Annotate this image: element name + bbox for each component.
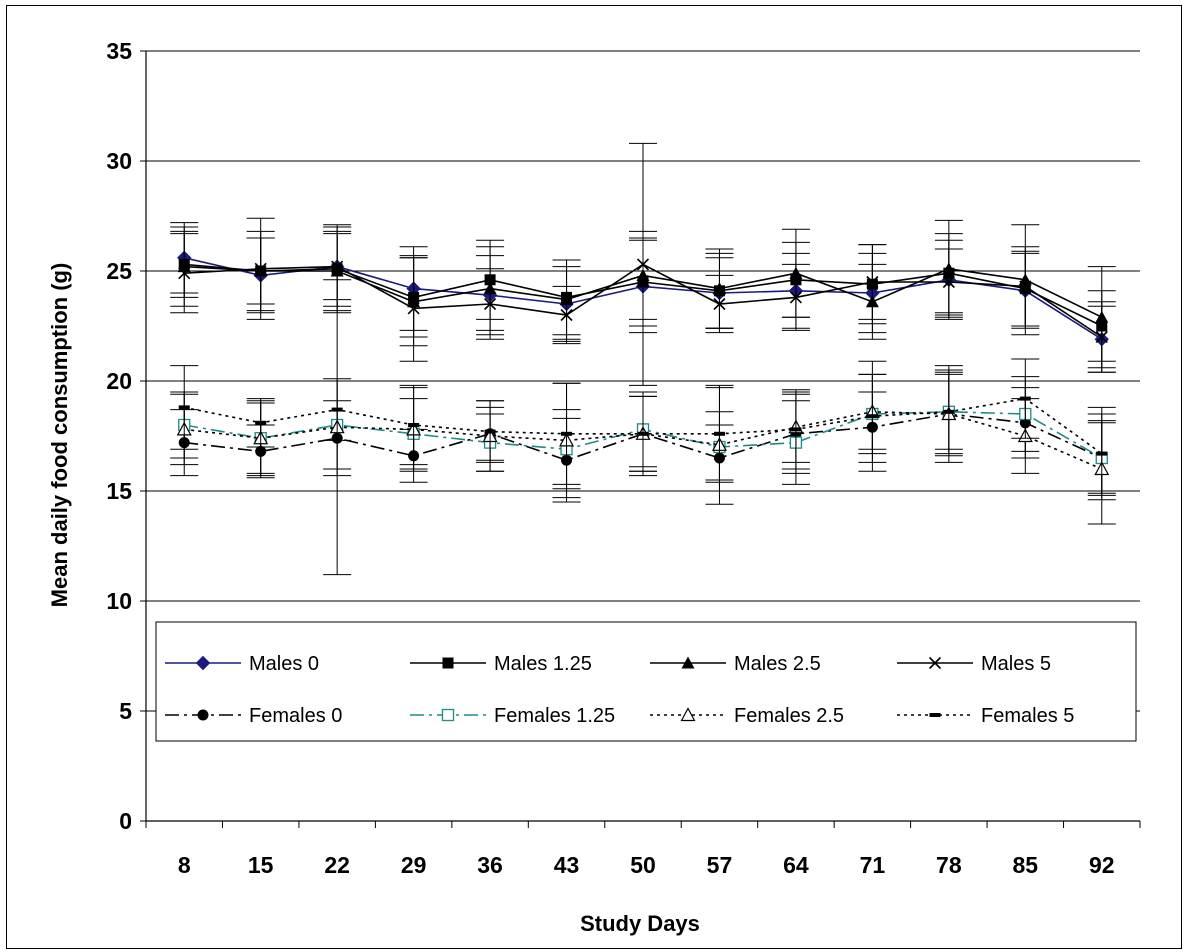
marker-x: [636, 258, 650, 271]
legend-box: [155, 621, 1137, 742]
marker-dash: [943, 409, 955, 414]
marker-diamond: [195, 655, 211, 671]
x-tick-label: 15: [248, 852, 274, 878]
marker-x: [331, 260, 344, 273]
legend-label: Females 2.5: [734, 705, 844, 727]
x-tick-label: 43: [554, 852, 580, 878]
legend-item: Females 5: [897, 705, 1074, 727]
x-tick-label: 64: [783, 852, 809, 878]
marker-x: [866, 275, 879, 289]
series-males-5: [170, 142, 1116, 386]
legend-label: Females 5: [981, 705, 1074, 727]
x-tick-label: 50: [630, 852, 656, 878]
x-tick-label: 36: [477, 852, 503, 878]
x-tick-label: 78: [936, 852, 962, 878]
y-tick-label: 20: [106, 368, 132, 394]
legend: Males 0 Males 1.25 Males 2.5 Males 5 Females…: [155, 621, 1137, 742]
y-tick-label: 5: [119, 698, 132, 724]
marker-dash: [1096, 451, 1108, 456]
marker-dash: [561, 431, 573, 436]
y-tick-label: 25: [106, 258, 132, 284]
chart-frame: [6, 5, 1182, 949]
series-females-5: [170, 358, 1116, 501]
marker-x: [484, 297, 497, 311]
legend-item: Females 1.25: [410, 705, 615, 727]
legend-label: Males 5: [981, 653, 1051, 675]
marker-triangle: [681, 656, 695, 669]
marker-x: [560, 308, 573, 322]
marker-x: [1095, 330, 1108, 344]
marker-square-open: [441, 708, 455, 722]
marker-triangle-open: [680, 707, 696, 722]
marker-dash: [866, 414, 878, 419]
legend-label: Females 1.25: [494, 705, 615, 727]
marker-circle: [197, 709, 209, 721]
x-axis-title: Study Days: [580, 911, 700, 936]
marker-dash: [929, 713, 941, 717]
marker-dash: [1019, 396, 1031, 401]
y-tick-label: 15: [106, 478, 132, 504]
x-tick-label: 71: [860, 852, 886, 878]
y-axis-title: Mean daily food consumption (g): [47, 263, 72, 608]
x-tick-label: 57: [707, 852, 733, 878]
x-tick-label: 8: [178, 852, 191, 878]
marker-dash: [713, 431, 725, 436]
legend-item: Females 2.5: [650, 705, 844, 727]
marker-x: [254, 262, 267, 275]
x-tick-label: 22: [324, 852, 350, 878]
marker-x: [789, 291, 802, 304]
marker-dash: [255, 420, 267, 425]
marker-dash: [331, 407, 343, 412]
x-tick-label: 92: [1089, 852, 1115, 878]
marker-x: [942, 275, 955, 289]
y-tick-label: 30: [106, 148, 132, 174]
marker-dash: [484, 429, 496, 434]
axes: 0 5 10 15 20 25 30 35 8 15 22 29 36 43 50 57 64 71 78 85 92: [106, 38, 1141, 878]
y-tick-label: 0: [119, 808, 132, 834]
legend-label: Males 0: [249, 653, 319, 675]
legend-item: Males 5: [897, 653, 1051, 675]
marker-dash: [408, 423, 420, 427]
marker-x: [928, 656, 942, 670]
marker-x: [178, 267, 191, 280]
y-tick-label: 35: [106, 38, 132, 64]
series-layer: [170, 142, 1116, 576]
legend-label: Females 0: [249, 705, 342, 727]
y-tick-label: 10: [106, 588, 132, 614]
x-tick-label: 29: [401, 852, 427, 878]
x-tick-label: 85: [1013, 852, 1039, 878]
marker-dash: [790, 427, 802, 432]
legend-item: Females 0: [165, 705, 342, 727]
marker-square: [442, 657, 454, 669]
legend-item: Males 0: [165, 653, 319, 675]
marker-x: [407, 302, 420, 315]
legend-label: Males 1.25: [494, 653, 592, 675]
legend-item: Males 1.25: [410, 653, 592, 675]
marker-dash: [637, 431, 649, 436]
marker-x: [713, 297, 726, 311]
legend-item: Males 2.5: [650, 653, 821, 675]
marker-dash: [178, 405, 190, 410]
legend-label: Males 2.5: [734, 653, 821, 675]
marker-x: [1019, 280, 1032, 293]
